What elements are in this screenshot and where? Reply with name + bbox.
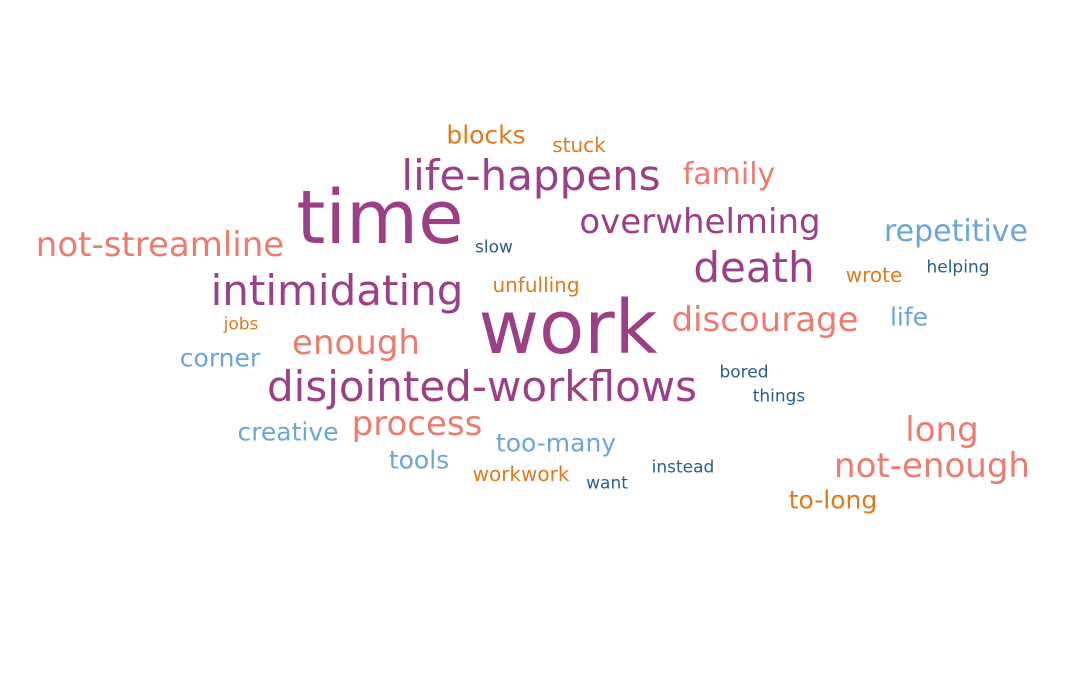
word-process: process [351, 404, 483, 444]
word-tools: tools [388, 445, 450, 475]
word-death: death [693, 243, 815, 292]
word-too-many: too-many [495, 428, 617, 458]
word-life-happens: life-happens [401, 151, 661, 200]
word-helping: helping [926, 257, 990, 278]
word-things: things [752, 386, 806, 407]
word-work: work [478, 285, 658, 371]
word-bored: bored [719, 362, 769, 383]
word-discourage: discourage [671, 300, 859, 340]
word-to-long: to-long [788, 485, 878, 515]
word-want: want [586, 473, 628, 494]
word-overwhelming: overwhelming [579, 202, 821, 242]
word-corner: corner [179, 343, 261, 373]
word-slow: slow [475, 237, 513, 258]
word-life: life [889, 302, 929, 332]
word-enough: enough [292, 323, 420, 363]
word-not-enough: not-enough [834, 446, 1030, 486]
word-unfulling: unfulling [492, 273, 580, 297]
word-blocks: blocks [446, 120, 526, 150]
word-wrote: wrote [845, 263, 903, 287]
word-creative: creative [237, 417, 339, 447]
word-intimidating: intimidating [210, 266, 464, 315]
word-instead: instead [651, 457, 715, 478]
word-stuck: stuck [552, 133, 606, 157]
word-jobs: jobs [223, 314, 259, 335]
word-repetitive: repetitive [883, 214, 1029, 249]
word-disjointed-workflows: disjointed-workflows [266, 362, 698, 411]
word-family: family [682, 157, 776, 192]
word-long: long [905, 410, 979, 450]
word-workwork: workwork [472, 462, 570, 486]
word-time: time [296, 175, 464, 261]
word-not-streamline: not-streamline [35, 225, 285, 265]
